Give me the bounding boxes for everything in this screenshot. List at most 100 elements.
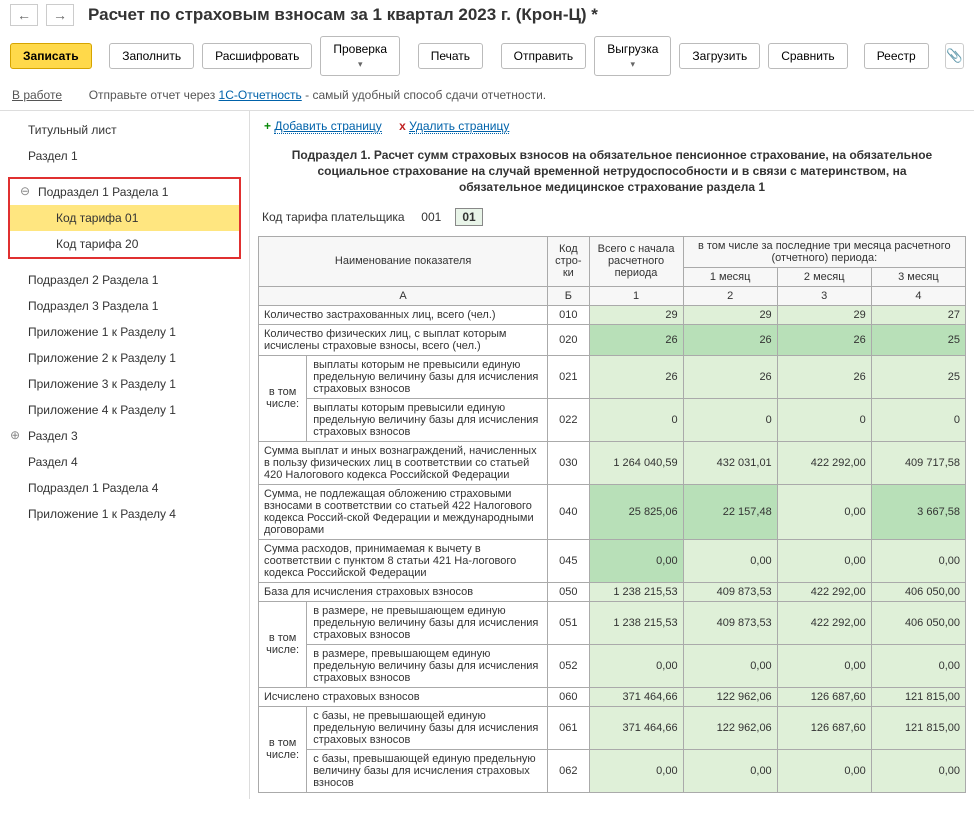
- add-page-icon: +: [264, 119, 271, 133]
- row-name: Количество застрахованных лиц, всего (че…: [259, 305, 548, 324]
- table-row: в том числе: с базы, не превышающей един…: [259, 706, 966, 749]
- back-button[interactable]: ←: [10, 4, 38, 26]
- tree-item-appendix1-4[interactable]: Приложение 1 к Разделу 4: [0, 501, 249, 527]
- tree-item-tariff-01[interactable]: Код тарифа 01: [10, 205, 239, 231]
- cell[interactable]: 0: [589, 398, 683, 441]
- main-content: + Добавить страницу x Удалить страницу П…: [250, 111, 974, 799]
- cell[interactable]: 0,00: [589, 644, 683, 687]
- th-c1: 1: [589, 286, 683, 305]
- export-button[interactable]: Выгрузка: [594, 36, 671, 76]
- cell[interactable]: 422 292,00: [777, 582, 871, 601]
- cell[interactable]: 409 873,53: [683, 601, 777, 644]
- cell[interactable]: 0,00: [777, 539, 871, 582]
- tree-item-subsection1-4[interactable]: Подраздел 1 Раздела 4: [0, 475, 249, 501]
- cell[interactable]: 3 667,58: [871, 484, 965, 539]
- delete-page-link[interactable]: Удалить страницу: [409, 119, 509, 134]
- tree-item-subsection3-1[interactable]: Подраздел 3 Раздела 1: [0, 293, 249, 319]
- cell[interactable]: 409 717,58: [871, 441, 965, 484]
- cell[interactable]: 26: [777, 324, 871, 355]
- forward-button[interactable]: →: [46, 4, 74, 26]
- cell[interactable]: 0,00: [777, 644, 871, 687]
- add-page-link[interactable]: Добавить страницу: [274, 119, 381, 134]
- row-name: Исчислено страховых взносов: [259, 687, 548, 706]
- th-B: Б: [548, 286, 589, 305]
- cell[interactable]: 0,00: [683, 749, 777, 792]
- cell[interactable]: 0,00: [589, 539, 683, 582]
- cell[interactable]: 0,00: [683, 539, 777, 582]
- compare-button[interactable]: Сравнить: [768, 43, 847, 69]
- tree-item-subsection2-1[interactable]: Подраздел 2 Раздела 1: [0, 267, 249, 293]
- status-bar: В работе Отправьте отчет через 1С-Отчетн…: [0, 82, 974, 110]
- cell[interactable]: 0,00: [683, 644, 777, 687]
- cell[interactable]: 27: [871, 305, 965, 324]
- cell[interactable]: 126 687,60: [777, 706, 871, 749]
- nav-tree: Титульный лист Раздел 1: [0, 111, 249, 175]
- registry-button[interactable]: Реестр: [864, 43, 929, 69]
- toolbar: Записать Заполнить Расшифровать Проверка…: [0, 30, 974, 82]
- cell[interactable]: 29: [589, 305, 683, 324]
- save-button[interactable]: Записать: [10, 43, 92, 69]
- cell[interactable]: 26: [683, 324, 777, 355]
- cell[interactable]: 25: [871, 355, 965, 398]
- cell[interactable]: 406 050,00: [871, 582, 965, 601]
- cell[interactable]: 409 873,53: [683, 582, 777, 601]
- tree-item-title-page[interactable]: Титульный лист: [0, 117, 249, 143]
- cell[interactable]: 25: [871, 324, 965, 355]
- load-button[interactable]: Загрузить: [679, 43, 760, 69]
- cell[interactable]: 0: [683, 398, 777, 441]
- cell[interactable]: 26: [777, 355, 871, 398]
- cell[interactable]: 126 687,60: [777, 687, 871, 706]
- tree-item-appendix2-1[interactable]: Приложение 2 к Разделу 1: [0, 345, 249, 371]
- cell[interactable]: 371 464,66: [589, 687, 683, 706]
- cell[interactable]: 406 050,00: [871, 601, 965, 644]
- cell[interactable]: 0,00: [777, 484, 871, 539]
- tree-item-appendix4-1[interactable]: Приложение 4 к Разделу 1: [0, 397, 249, 423]
- cell[interactable]: 121 815,00: [871, 706, 965, 749]
- fill-button[interactable]: Заполнить: [109, 43, 194, 69]
- cell[interactable]: 122 962,06: [683, 706, 777, 749]
- status-link-1c[interactable]: 1С-Отчетность: [219, 88, 302, 102]
- cell[interactable]: 1 238 215,53: [589, 601, 683, 644]
- cell[interactable]: 122 962,06: [683, 687, 777, 706]
- cell[interactable]: 432 031,01: [683, 441, 777, 484]
- tree-item-subsection1-1[interactable]: Подраздел 1 Раздела 1: [10, 179, 239, 205]
- cell[interactable]: 0,00: [589, 749, 683, 792]
- decode-button[interactable]: Расшифровать: [202, 43, 312, 69]
- cell[interactable]: 26: [683, 355, 777, 398]
- cell[interactable]: 0,00: [871, 749, 965, 792]
- cell[interactable]: 1 264 040,59: [589, 441, 683, 484]
- tariff-code-input[interactable]: 01: [455, 208, 482, 226]
- row-code: 030: [548, 441, 589, 484]
- tree-item-section4[interactable]: Раздел 4: [0, 449, 249, 475]
- cell[interactable]: 26: [589, 355, 683, 398]
- tree-item-tariff-20[interactable]: Код тарифа 20: [10, 231, 239, 257]
- cell[interactable]: 0,00: [871, 539, 965, 582]
- th-m2: 2 месяц: [777, 267, 871, 286]
- cell[interactable]: 1 238 215,53: [589, 582, 683, 601]
- cell[interactable]: 0,00: [871, 644, 965, 687]
- cell[interactable]: 0: [777, 398, 871, 441]
- row-code: 045: [548, 539, 589, 582]
- row-name: с базы, не превышающей единую предельную…: [307, 706, 548, 749]
- cell[interactable]: 22 157,48: [683, 484, 777, 539]
- cell[interactable]: 29: [683, 305, 777, 324]
- attach-button[interactable]: 📎: [945, 43, 964, 69]
- cell[interactable]: 25 825,06: [589, 484, 683, 539]
- cell[interactable]: 121 815,00: [871, 687, 965, 706]
- cell[interactable]: 29: [777, 305, 871, 324]
- cell[interactable]: 422 292,00: [777, 441, 871, 484]
- tree-item-section1[interactable]: Раздел 1: [0, 143, 249, 169]
- tree-item-appendix1-1[interactable]: Приложение 1 к Разделу 1: [0, 319, 249, 345]
- tree-item-section3[interactable]: Раздел 3: [0, 423, 249, 449]
- row-code: 062: [548, 749, 589, 792]
- status-hint-pre: Отправьте отчет через: [89, 88, 219, 102]
- tree-item-appendix3-1[interactable]: Приложение 3 к Разделу 1: [0, 371, 249, 397]
- cell[interactable]: 26: [589, 324, 683, 355]
- send-button[interactable]: Отправить: [501, 43, 587, 69]
- print-button[interactable]: Печать: [418, 43, 483, 69]
- check-button[interactable]: Проверка: [320, 36, 400, 76]
- cell[interactable]: 0,00: [777, 749, 871, 792]
- cell[interactable]: 422 292,00: [777, 601, 871, 644]
- cell[interactable]: 371 464,66: [589, 706, 683, 749]
- cell[interactable]: 0: [871, 398, 965, 441]
